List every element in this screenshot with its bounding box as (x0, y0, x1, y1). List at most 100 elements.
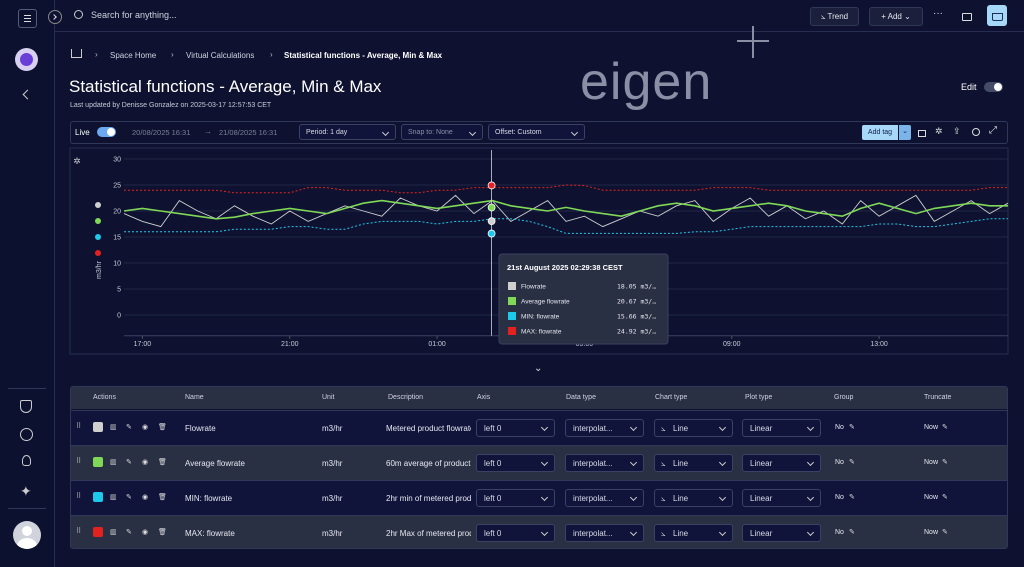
color-chip[interactable] (93, 422, 103, 432)
axis-select[interactable]: left 0 (476, 524, 555, 542)
truncate-edit[interactable]: ✎ (942, 424, 948, 431)
edit-icon[interactable]: ✎ (126, 494, 132, 501)
space-avatar[interactable] (15, 48, 38, 71)
tooltip-series-name: Average flowrate (521, 299, 570, 306)
table-icon[interactable]: ▥ (110, 494, 117, 501)
color-chip[interactable] (93, 492, 103, 502)
zoom-icon[interactable] (972, 128, 980, 136)
share-icon[interactable]: ⇪ (953, 126, 961, 136)
add-button[interactable]: + Add ⌄ (869, 7, 923, 26)
column-header: Group (834, 394, 854, 401)
edit-icon[interactable]: ✎ (126, 424, 132, 431)
group-edit[interactable]: ✎ (849, 459, 855, 466)
data-type-select[interactable]: interpolat... (565, 419, 644, 437)
help-icon[interactable] (20, 428, 33, 441)
axis-select[interactable]: left 0 (476, 454, 555, 472)
menu-button[interactable] (18, 9, 37, 28)
group-edit[interactable]: ✎ (849, 494, 855, 501)
table-row: ⠿ ▥ ✎ ◉ 🗑 Flowrate m3/hr Metered product flowra… (71, 410, 1007, 445)
table-icon[interactable]: ▥ (110, 424, 117, 431)
page-subtitle: Last updated by Denisse Gonzalez on 2025… (70, 102, 272, 109)
lock-icon[interactable] (918, 130, 926, 137)
breadcrumb-link[interactable]: Virtual Calculations (186, 51, 255, 60)
select-value: left 0 (484, 459, 502, 468)
snap-select[interactable]: Snap to: None (401, 124, 483, 140)
delete-icon[interactable]: 🗑 (158, 424, 167, 431)
add-tag-button[interactable]: Add tag (862, 125, 898, 140)
offset-select[interactable]: Offset: Custom (488, 124, 585, 140)
breadcrumb-link[interactable]: Space Home (110, 51, 157, 60)
edit-toggle[interactable] (984, 82, 1003, 92)
column-header: Data type (566, 394, 596, 401)
plot-type-select[interactable]: Linear (742, 489, 821, 507)
select-value: interpolat... (573, 459, 613, 468)
edit-icon[interactable]: ✎ (126, 529, 132, 536)
more-icon[interactable]: ··· (933, 8, 943, 19)
fullscreen-icon[interactable]: ⤢ (989, 125, 997, 136)
data-type-select[interactable]: interpolat... (565, 489, 644, 507)
add-tag-caret[interactable]: ⌄ (899, 125, 911, 140)
data-type-select[interactable]: interpolat... (565, 454, 644, 472)
plot-type-select[interactable]: Linear (742, 524, 821, 542)
visibility-icon[interactable]: ◉ (142, 424, 149, 431)
truncate-edit[interactable]: ✎ (942, 529, 948, 536)
column-header: Truncate (924, 394, 952, 401)
visibility-icon[interactable]: ◉ (142, 529, 149, 536)
expand-sidebar[interactable] (48, 10, 62, 24)
delete-icon[interactable]: 🗑 (158, 529, 167, 536)
table-icon[interactable]: ▥ (110, 529, 117, 536)
truncate-edit[interactable]: ✎ (942, 459, 948, 466)
chart-type-select[interactable]: Line ⦣ (654, 454, 733, 472)
delete-icon[interactable]: 🗑 (158, 494, 167, 501)
x-tick-label: 01:00 (428, 341, 446, 348)
basket-button[interactable] (987, 5, 1007, 26)
expand-chevron[interactable]: ⌄ (534, 363, 543, 374)
logo-plus-v (752, 26, 754, 58)
plot-type-select[interactable]: Linear (742, 419, 821, 437)
home-icon[interactable] (71, 49, 82, 58)
space-avatar-inner (20, 53, 33, 66)
start-time[interactable]: 20/08/2025 16:31 (132, 128, 191, 137)
settings-icon[interactable]: ✲ (935, 126, 943, 136)
data-type-select[interactable]: interpolat... (565, 524, 644, 542)
group-edit[interactable]: ✎ (849, 529, 855, 536)
divider (8, 508, 46, 509)
user-avatar[interactable] (13, 521, 41, 549)
color-chip[interactable] (93, 457, 103, 467)
chart-type-select[interactable]: Line ⦣ (654, 419, 733, 437)
page-title: Statistical functions - Average, Min & M… (69, 77, 382, 96)
axis-select[interactable]: left 0 (476, 419, 555, 437)
visibility-icon[interactable]: ◉ (142, 459, 149, 466)
plot-type-select[interactable]: Linear (742, 454, 821, 472)
idea-icon[interactable] (22, 455, 31, 466)
color-chip[interactable] (93, 527, 103, 537)
drag-handle: ⠿ (76, 423, 82, 430)
truncate-edit[interactable]: ✎ (942, 494, 948, 501)
lock-icon[interactable] (962, 13, 972, 21)
edit-icon[interactable]: ✎ (126, 459, 132, 466)
shield-icon[interactable] (20, 400, 32, 413)
live-toggle[interactable] (97, 127, 116, 137)
tag-unit: m3/hr (322, 494, 343, 503)
sparkle-icon[interactable]: ✦ (20, 483, 32, 499)
group-value: No (835, 424, 844, 431)
search-input[interactable]: Search for anything... (91, 10, 177, 20)
chart-type-select[interactable]: Line ⦣ (654, 524, 733, 542)
delete-icon[interactable]: 🗑 (158, 459, 167, 466)
visibility-icon[interactable]: ◉ (142, 494, 149, 501)
axis-select[interactable]: left 0 (476, 489, 555, 507)
group-edit[interactable]: ✎ (849, 424, 855, 431)
table-icon[interactable]: ▥ (110, 459, 117, 466)
trend-button[interactable]: ⦣ Trend (810, 7, 859, 26)
x-tick-label: 17:00 (134, 341, 152, 348)
column-header: Actions (93, 394, 116, 401)
y-tick-label: 5 (117, 287, 121, 294)
select-value: Line (673, 494, 689, 503)
truncate-value: Now (924, 424, 939, 431)
chart-type-select[interactable]: Line ⦣ (654, 489, 733, 507)
chart-settings-icon: ✲ (73, 156, 81, 166)
separator: › (270, 50, 273, 59)
end-time[interactable]: 21/08/2025 16:31 (219, 128, 278, 137)
select-value: interpolat... (573, 529, 613, 538)
period-select[interactable]: Period: 1 day (299, 124, 396, 140)
